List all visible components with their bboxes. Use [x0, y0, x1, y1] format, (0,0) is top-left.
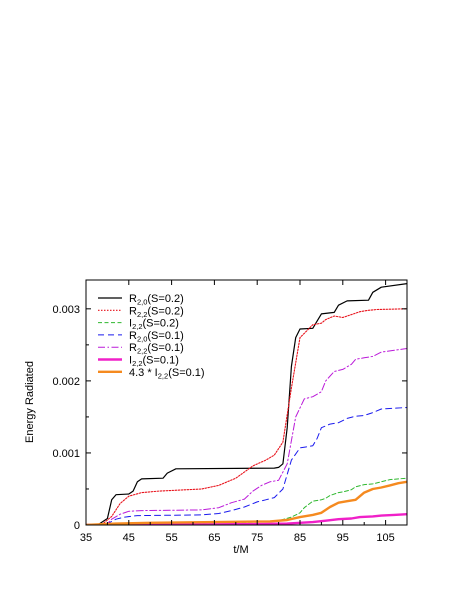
x-tick-label: 55: [165, 532, 177, 544]
legend-label-2: R2,2(S=0.2): [129, 305, 184, 319]
x-tick-label: 85: [294, 532, 306, 544]
x-tick-label: 35: [80, 532, 92, 544]
x-tick-label: 65: [208, 532, 220, 544]
legend-label-6: I2,2(S=0.1): [129, 355, 179, 369]
x-tick-label: 95: [337, 532, 349, 544]
plot-frame: [85, 279, 408, 526]
legend-label-5: R2,2(S=0.1): [129, 342, 184, 356]
legend: R2,0(S=0.2)R2,2(S=0.2)I2,2(S=0.2)R2,0(S=…: [98, 293, 205, 380]
legend-label-7: 4.3 * I2,2(S=0.1): [129, 367, 205, 381]
x-axis-label: t/M: [233, 544, 248, 556]
y-axis-label: Energy Radiated: [24, 361, 36, 443]
x-tick-label: 75: [251, 532, 263, 544]
y-tick-label: 0.001: [52, 448, 80, 460]
legend-label-4: R2,0(S=0.1): [129, 330, 184, 344]
y-tick-label: 0: [74, 520, 80, 532]
series-group: [86, 283, 407, 525]
series-line-4: [86, 407, 407, 525]
x-tick-label: 45: [123, 532, 135, 544]
y-tick-label: 0.002: [52, 376, 80, 388]
series-line-1: [86, 283, 407, 525]
series-line-2: [86, 308, 407, 525]
y-tick-label: 0.003: [52, 304, 80, 316]
x-tick-label: 105: [376, 532, 394, 544]
legend-label-1: R2,0(S=0.2): [129, 293, 184, 307]
legend-label-3: I2,2(S=0.2): [129, 318, 179, 332]
series-line-5: [86, 348, 407, 525]
